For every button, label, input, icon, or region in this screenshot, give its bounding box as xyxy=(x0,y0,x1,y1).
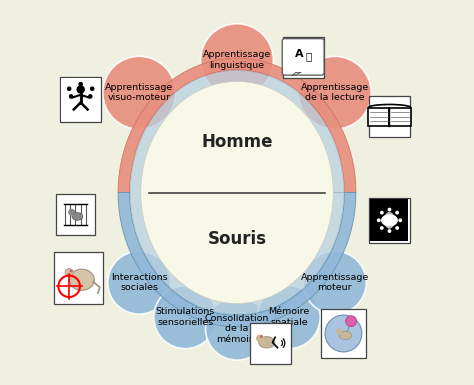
Polygon shape xyxy=(118,58,356,192)
Circle shape xyxy=(380,211,384,214)
Circle shape xyxy=(256,335,264,342)
Circle shape xyxy=(69,94,73,99)
Text: Homme: Homme xyxy=(201,133,273,151)
Ellipse shape xyxy=(381,214,398,226)
Polygon shape xyxy=(130,70,344,315)
Text: Stimulations
sensorielles: Stimulations sensorielles xyxy=(155,308,215,327)
Text: Apprentissage
visuo-moteur: Apprentissage visuo-moteur xyxy=(105,83,173,102)
Circle shape xyxy=(201,24,273,97)
Circle shape xyxy=(325,315,362,352)
Circle shape xyxy=(377,218,381,222)
Ellipse shape xyxy=(69,269,94,290)
Circle shape xyxy=(303,251,366,314)
FancyBboxPatch shape xyxy=(369,198,410,243)
Ellipse shape xyxy=(72,213,83,220)
Text: Apprentissage
moteur: Apprentissage moteur xyxy=(301,273,369,292)
Circle shape xyxy=(206,297,268,360)
Circle shape xyxy=(298,56,371,129)
Circle shape xyxy=(78,82,83,86)
Ellipse shape xyxy=(384,212,395,229)
FancyBboxPatch shape xyxy=(369,96,410,137)
Text: 文: 文 xyxy=(306,52,312,62)
Text: Apprentissage
de la lecture: Apprentissage de la lecture xyxy=(301,83,369,102)
FancyBboxPatch shape xyxy=(282,38,324,75)
Ellipse shape xyxy=(141,82,333,303)
Circle shape xyxy=(388,229,392,233)
Circle shape xyxy=(108,251,171,314)
FancyBboxPatch shape xyxy=(321,309,366,358)
Circle shape xyxy=(103,56,176,129)
Ellipse shape xyxy=(339,331,352,340)
Text: A: A xyxy=(295,49,304,59)
Ellipse shape xyxy=(259,336,275,348)
Circle shape xyxy=(388,208,392,211)
Circle shape xyxy=(70,270,73,273)
Circle shape xyxy=(260,335,263,338)
Text: Mémoire
spatiale: Mémoire spatiale xyxy=(268,308,310,327)
Circle shape xyxy=(380,226,384,230)
Text: Souris: Souris xyxy=(208,229,266,248)
Bar xyxy=(368,107,390,126)
Text: Consolidation
de la
mémoire: Consolidation de la mémoire xyxy=(205,314,269,343)
FancyBboxPatch shape xyxy=(55,251,103,304)
FancyBboxPatch shape xyxy=(250,323,291,363)
Circle shape xyxy=(67,86,72,91)
Text: Interactions
sociales: Interactions sociales xyxy=(111,273,167,292)
Circle shape xyxy=(398,218,402,222)
Circle shape xyxy=(257,286,320,349)
Circle shape xyxy=(346,316,356,326)
Circle shape xyxy=(395,226,399,230)
FancyBboxPatch shape xyxy=(56,194,95,235)
Ellipse shape xyxy=(65,269,73,276)
FancyBboxPatch shape xyxy=(60,77,101,122)
Bar xyxy=(371,199,409,241)
Circle shape xyxy=(88,94,92,99)
Circle shape xyxy=(154,286,217,349)
Polygon shape xyxy=(118,192,356,327)
Circle shape xyxy=(336,328,342,334)
Circle shape xyxy=(90,86,94,91)
Circle shape xyxy=(395,211,399,214)
Bar xyxy=(61,78,100,121)
Polygon shape xyxy=(292,72,301,76)
Text: Apprentissage
linguistique: Apprentissage linguistique xyxy=(203,50,271,70)
Circle shape xyxy=(76,85,85,94)
FancyBboxPatch shape xyxy=(283,37,324,78)
Circle shape xyxy=(68,209,75,216)
Bar xyxy=(390,107,410,126)
